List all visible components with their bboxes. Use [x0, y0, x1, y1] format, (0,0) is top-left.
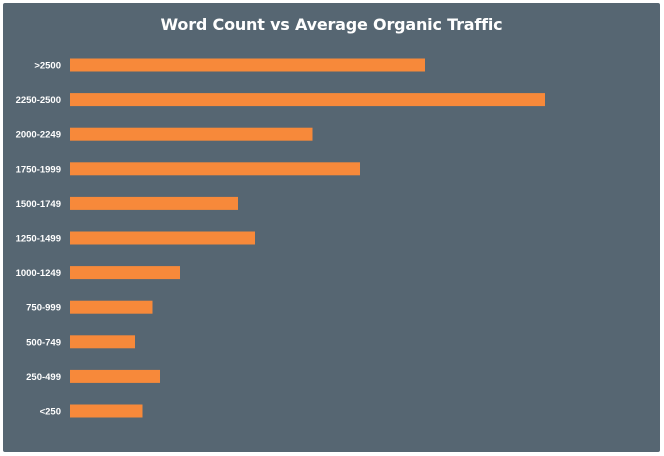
category-label-4: 1500-1749 [16, 199, 61, 210]
category-label-1: 2250-2500 [16, 95, 61, 106]
bar-10 [70, 404, 143, 418]
bar-9 [70, 369, 160, 383]
bar-3 [70, 162, 360, 176]
bar-6 [70, 266, 180, 280]
category-labels-group: >2500 2250-2500 2000-2249 1750-1999 1500-174… [16, 61, 61, 418]
category-label-10: <250 [40, 407, 61, 418]
bars-group [70, 58, 545, 418]
category-label-8: 500-749 [26, 337, 61, 348]
category-label-9: 250-499 [26, 372, 61, 383]
bar-7 [70, 300, 153, 314]
category-label-7: 750-999 [26, 303, 61, 314]
bar-1 [70, 93, 545, 107]
category-label-5: 1250-1499 [16, 234, 61, 245]
bar-2 [70, 127, 313, 141]
category-label-3: 1750-1999 [16, 164, 61, 175]
bar-5 [70, 231, 255, 245]
bar-0 [70, 58, 425, 72]
category-label-2: 2000-2249 [16, 130, 61, 141]
bar-4 [70, 196, 238, 210]
category-label-0: >2500 [34, 61, 61, 72]
chart-title: Word Count vs Average Organic Traffic [160, 15, 503, 34]
bar-8 [70, 335, 135, 349]
category-label-6: 1000-1249 [16, 268, 61, 279]
